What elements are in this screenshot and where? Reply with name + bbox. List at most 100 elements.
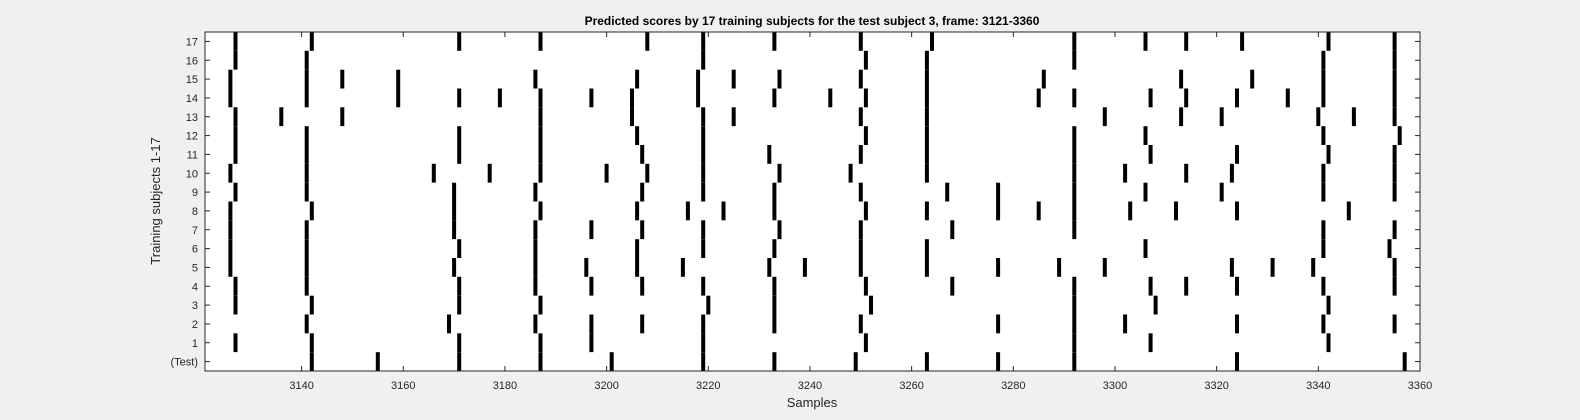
raster-mark (858, 239, 863, 258)
raster-mark (396, 88, 401, 108)
raster-mark (996, 182, 1001, 202)
raster-mark (457, 295, 462, 315)
raster-mark (304, 50, 309, 70)
raster-mark (233, 276, 238, 296)
raster-mark (863, 88, 868, 108)
raster-mark (863, 126, 868, 145)
raster-mark (1235, 145, 1239, 164)
raster-mark (1153, 295, 1158, 315)
raster-mark (1102, 258, 1107, 277)
raster-mark (772, 276, 777, 296)
x-tick-label: 3220 (696, 380, 720, 392)
raster-mark (680, 258, 685, 277)
raster-mark (772, 314, 777, 334)
x-tick-label: 3160 (391, 380, 415, 392)
y-tick-label: 17 (186, 36, 198, 48)
raster-mark (233, 295, 238, 315)
raster-mark (1143, 239, 1148, 258)
raster-mark (538, 107, 543, 127)
raster-mark (1072, 295, 1077, 315)
y-tick-label: 4 (192, 281, 198, 293)
raster-mark (1321, 220, 1326, 240)
y-tick-label: 10 (186, 168, 198, 180)
raster-mark (645, 32, 650, 51)
raster-mark (1036, 88, 1041, 108)
raster-mark (701, 333, 706, 353)
raster-mark (996, 258, 1001, 277)
chart-title: Predicted scores by 17 training subjects… (585, 14, 1040, 28)
raster-mark (863, 50, 868, 70)
raster-mark (1072, 145, 1077, 164)
raster-mark (228, 88, 233, 108)
raster-mark (309, 352, 314, 371)
raster-mark (1072, 314, 1077, 334)
raster-mark (538, 333, 543, 353)
raster-mark (452, 258, 457, 277)
raster-mark (996, 352, 1001, 371)
y-tick-label: 12 (186, 131, 198, 143)
raster-mark (1072, 220, 1077, 240)
raster-mark (1326, 145, 1331, 164)
y-tick-label: 5 (192, 262, 198, 274)
raster-mark (533, 314, 538, 334)
raster-mark (635, 126, 640, 145)
raster-mark (1392, 314, 1397, 334)
raster-mark (233, 32, 238, 51)
raster-mark (228, 69, 233, 89)
y-tick-label: 13 (186, 112, 198, 124)
raster-mark (304, 126, 309, 145)
raster-marks (228, 32, 1407, 371)
y-tick-label: 2 (192, 319, 198, 331)
raster-mark (777, 69, 782, 89)
raster-mark (701, 182, 706, 202)
x-tick-label: 3300 (1103, 380, 1127, 392)
raster-mark (304, 258, 309, 277)
raster-mark (630, 107, 634, 127)
raster-mark (1392, 107, 1397, 127)
raster-mark (1072, 32, 1077, 51)
raster-mark (1397, 126, 1402, 145)
raster-mark (772, 239, 777, 258)
raster-mark (1326, 32, 1331, 51)
raster-mark (304, 69, 309, 89)
raster-mark (635, 258, 640, 277)
raster-mark (731, 107, 736, 127)
raster-mark (340, 107, 345, 127)
raster-mark (1235, 201, 1239, 221)
raster-mark (609, 352, 614, 371)
raster-mark (304, 239, 309, 258)
raster-mark (304, 220, 309, 240)
raster-mark (924, 201, 929, 221)
raster-mark (533, 239, 538, 258)
raster-mark (1179, 107, 1184, 127)
raster-mark (858, 107, 863, 127)
raster-mark (640, 145, 645, 164)
raster-mark (1148, 145, 1153, 164)
raster-mark (1321, 239, 1326, 258)
raster-mark (701, 352, 706, 371)
raster-mark (853, 352, 858, 371)
raster-mark (640, 182, 645, 202)
raster-mark (1311, 258, 1316, 277)
raster-mark (233, 145, 238, 164)
raster-mark (767, 258, 772, 277)
raster-mark (1072, 163, 1077, 183)
y-tick-label: (Test) (171, 357, 199, 369)
raster-mark (701, 276, 706, 296)
raster-mark (538, 352, 543, 371)
raster-mark (1240, 32, 1245, 51)
y-tick-label: 15 (186, 74, 198, 86)
x-tick-label: 3180 (493, 380, 517, 392)
raster-mark (533, 220, 538, 240)
raster-mark (375, 352, 380, 371)
raster-mark (1219, 182, 1224, 202)
raster-mark (584, 258, 589, 277)
raster-mark (457, 145, 462, 164)
raster-mark (1123, 163, 1128, 183)
raster-mark (863, 276, 868, 296)
raster-mark (538, 88, 543, 108)
raster-mark (701, 50, 706, 70)
raster-mark (1392, 163, 1397, 183)
raster-mark (309, 333, 314, 353)
y-tick-label: 7 (192, 225, 198, 237)
